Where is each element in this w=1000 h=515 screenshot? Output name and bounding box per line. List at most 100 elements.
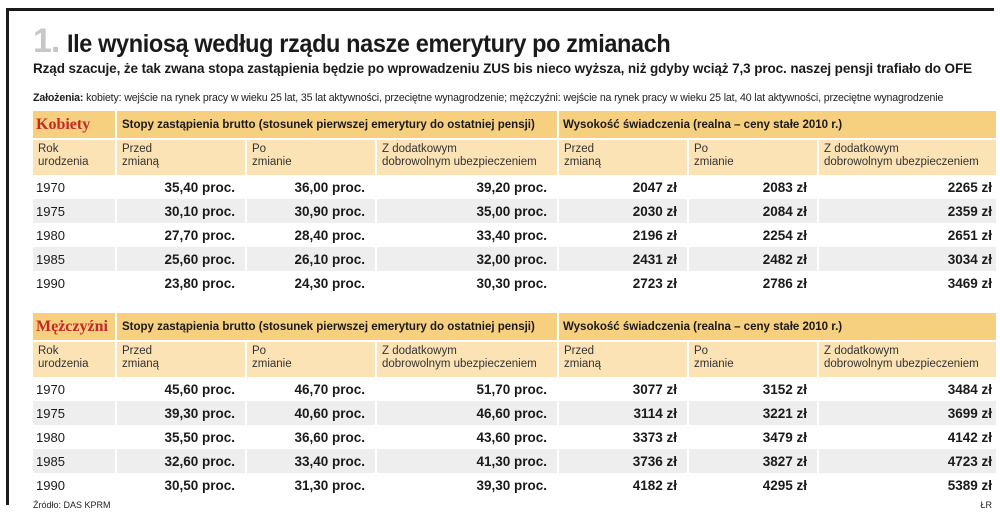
cell-rate-extra: 30,30 proc.: [377, 271, 559, 295]
cell-rate-before: 25,60 proc.: [117, 247, 247, 271]
cell-rate-before: 27,70 proc.: [117, 223, 247, 247]
cell-rate-before: 23,80 proc.: [117, 271, 247, 295]
cell-amount-after: 3827 zł: [689, 449, 819, 473]
cell-year: 1970: [33, 175, 117, 199]
cell-amount-before: 2047 zł: [559, 175, 689, 199]
col-amount-after-line2: zmianie: [694, 358, 734, 370]
col-rate-before-line1: Przed: [122, 143, 153, 155]
col-amount-extra-line1: Z dodatkowym: [824, 143, 899, 155]
cell-amount-before: 2431 zł: [559, 247, 689, 271]
cell-year: 1980: [33, 425, 117, 449]
page-title: Ile wyniosą według rządu nasze emerytury…: [67, 30, 671, 58]
col-amount-after: Po zmianie: [689, 140, 819, 175]
cell-rate-extra: 41,30 proc.: [377, 449, 559, 473]
cell-amount-after: 3479 zł: [689, 425, 819, 449]
cell-amount-extra: 2651 zł: [947, 227, 992, 243]
table-women: Kobiety Stopy zastąpienia brutto (stosune…: [33, 111, 996, 295]
cell-amount-before: 3373 zł: [559, 425, 689, 449]
cell-rate-before: 32,60 proc.: [117, 449, 247, 473]
cell-year: 1975: [33, 401, 117, 425]
col-amount-before-line2: zmianą: [564, 358, 602, 370]
cell-amount-after: 3152 zł: [689, 377, 819, 401]
cell-amount-before: 3077 zł: [559, 377, 689, 401]
subtitle: Rząd szacuje, że tak zwana stopa zastąpi…: [33, 61, 972, 76]
cell-year: 1975: [33, 199, 117, 223]
cell-amount-after: 2084 zł: [689, 199, 819, 223]
source-note: Źródło: DAS KPRM: [33, 500, 111, 510]
table-row: 1980 27,70 proc. 28,40 proc. 33,40 proc. 219…: [33, 223, 996, 247]
col-rate-before: Przed zmianą: [117, 140, 247, 175]
assumptions: Założenia: kobiety: wejście na rynek pra…: [33, 92, 943, 104]
col-amount-after-line1: Po: [694, 143, 709, 155]
col-amount-after-line2: zmianie: [694, 156, 734, 168]
cell-amount-before: 4182 zł: [559, 473, 689, 497]
gender-label: Mężczyźni: [33, 313, 117, 340]
col-rate-after: Po zmianie: [247, 342, 377, 377]
table-row: 1975 39,30 proc. 40,60 proc. 46,60 proc. 311…: [33, 401, 996, 425]
table-row: 1990 30,50 proc. 31,30 proc. 39,30 proc. 418…: [33, 473, 996, 497]
col-rate-after: Po zmianie: [247, 140, 377, 175]
cell-amount-before: 2196 zł: [559, 223, 689, 247]
cell-rate-extra: 39,20 proc.: [377, 175, 559, 199]
col-amount-extra: Z dodatkowym dobrowolnym ubezpieczeniem: [819, 140, 996, 175]
replacement-rate-header: Stopy zastąpienia brutto (stosunek pierw…: [117, 111, 559, 138]
column-header-row: Rok urodzenia Przed zmianą Po zmianie Z dodatk…: [33, 342, 996, 377]
cell-amount-after: 2482 zł: [689, 247, 819, 271]
cell-rate-after: 30,90 proc.: [247, 199, 377, 223]
col-birth-year-line2: urodzenia: [38, 358, 89, 370]
title-row: 1. Ile wyniosą według rządu nasze emeryt…: [33, 24, 992, 60]
cell-amount-extra: 3034 zł: [947, 251, 992, 267]
table-row: 1990 23,80 proc. 24,30 proc. 30,30 proc. 272…: [33, 271, 996, 295]
cell-rate-extra: 35,00 proc.: [377, 199, 559, 223]
col-rate-extra-line1: Z dodatkowym: [382, 143, 457, 155]
cell-amount-after: 2254 zł: [689, 223, 819, 247]
group-header-row: Kobiety Stopy zastąpienia brutto (stosune…: [33, 111, 996, 138]
col-rate-extra-line2: dobrowolnym ubezpieczeniem: [382, 358, 537, 370]
cell-rate-extra: 46,60 proc.: [377, 401, 559, 425]
cell-amount-extra: 2359 zł: [947, 203, 992, 219]
cell-amount-extra: 3484 zł: [947, 381, 992, 397]
cell-amount-before: 3736 zł: [559, 449, 689, 473]
cell-amount-after: 4295 zł: [689, 473, 819, 497]
cell-rate-after: 33,40 proc.: [247, 449, 377, 473]
cell-amount-before: 3114 zł: [559, 401, 689, 425]
table-row: 1970 35,40 proc. 36,00 proc. 39,20 proc. 204…: [33, 175, 996, 199]
col-rate-after-line2: zmianie: [252, 358, 292, 370]
cell-rate-before: 45,60 proc.: [117, 377, 247, 401]
cell-rate-before: 30,50 proc.: [117, 473, 247, 497]
cell-rate-after: 36,00 proc.: [247, 175, 377, 199]
cell-amount-after: 2083 zł: [689, 175, 819, 199]
frame-left-border: [6, 8, 9, 505]
group-header-row: Mężczyźni Stopy zastąpienia brutto (stosu…: [33, 313, 996, 340]
column-header-row: Rok urodzenia Przed zmianą Po zmianie Z dodatk…: [33, 140, 996, 175]
cell-rate-after: 28,40 proc.: [247, 223, 377, 247]
cell-rate-before: 39,30 proc.: [117, 401, 247, 425]
col-amount-before-line1: Przed: [564, 143, 595, 155]
cell-amount-extra: 4723 zł: [947, 453, 992, 469]
cell-year: 1985: [33, 449, 117, 473]
cell-rate-extra: 33,40 proc.: [377, 223, 559, 247]
cell-year: 1985: [33, 247, 117, 271]
col-rate-extra-line1: Z dodatkowym: [382, 345, 457, 357]
cell-rate-extra: 32,00 proc.: [377, 247, 559, 271]
col-amount-extra-line2: dobrowolnym ubezpieczeniem: [824, 358, 979, 370]
col-rate-after-line1: Po: [252, 345, 267, 357]
cell-rate-before: 35,50 proc.: [117, 425, 247, 449]
cell-rate-after: 24,30 proc.: [247, 271, 377, 295]
cell-year: 1990: [33, 271, 117, 295]
cell-amount-before: 2723 zł: [559, 271, 689, 295]
assumptions-label: Założenia:: [33, 92, 84, 104]
cell-rate-extra: 51,70 proc.: [377, 377, 559, 401]
cell-rate-after: 40,60 proc.: [247, 401, 377, 425]
cell-rate-extra: 43,60 proc.: [377, 425, 559, 449]
table-row: 1985 25,60 proc. 26,10 proc. 32,00 proc. 243…: [33, 247, 996, 271]
cell-amount-extra: 5389 zł: [947, 477, 992, 493]
cell-amount-before: 2030 zł: [559, 199, 689, 223]
col-rate-before-line2: zmianą: [122, 156, 160, 168]
table-men: Mężczyźni Stopy zastąpienia brutto (stosu…: [33, 313, 996, 497]
col-rate-before-line1: Przed: [122, 345, 153, 357]
col-rate-extra: Z dodatkowym dobrowolnym ubezpieczeniem: [377, 342, 559, 377]
cell-rate-after: 31,30 proc.: [247, 473, 377, 497]
cell-year: 1980: [33, 223, 117, 247]
cell-amount-extra: 2265 zł: [947, 179, 992, 195]
